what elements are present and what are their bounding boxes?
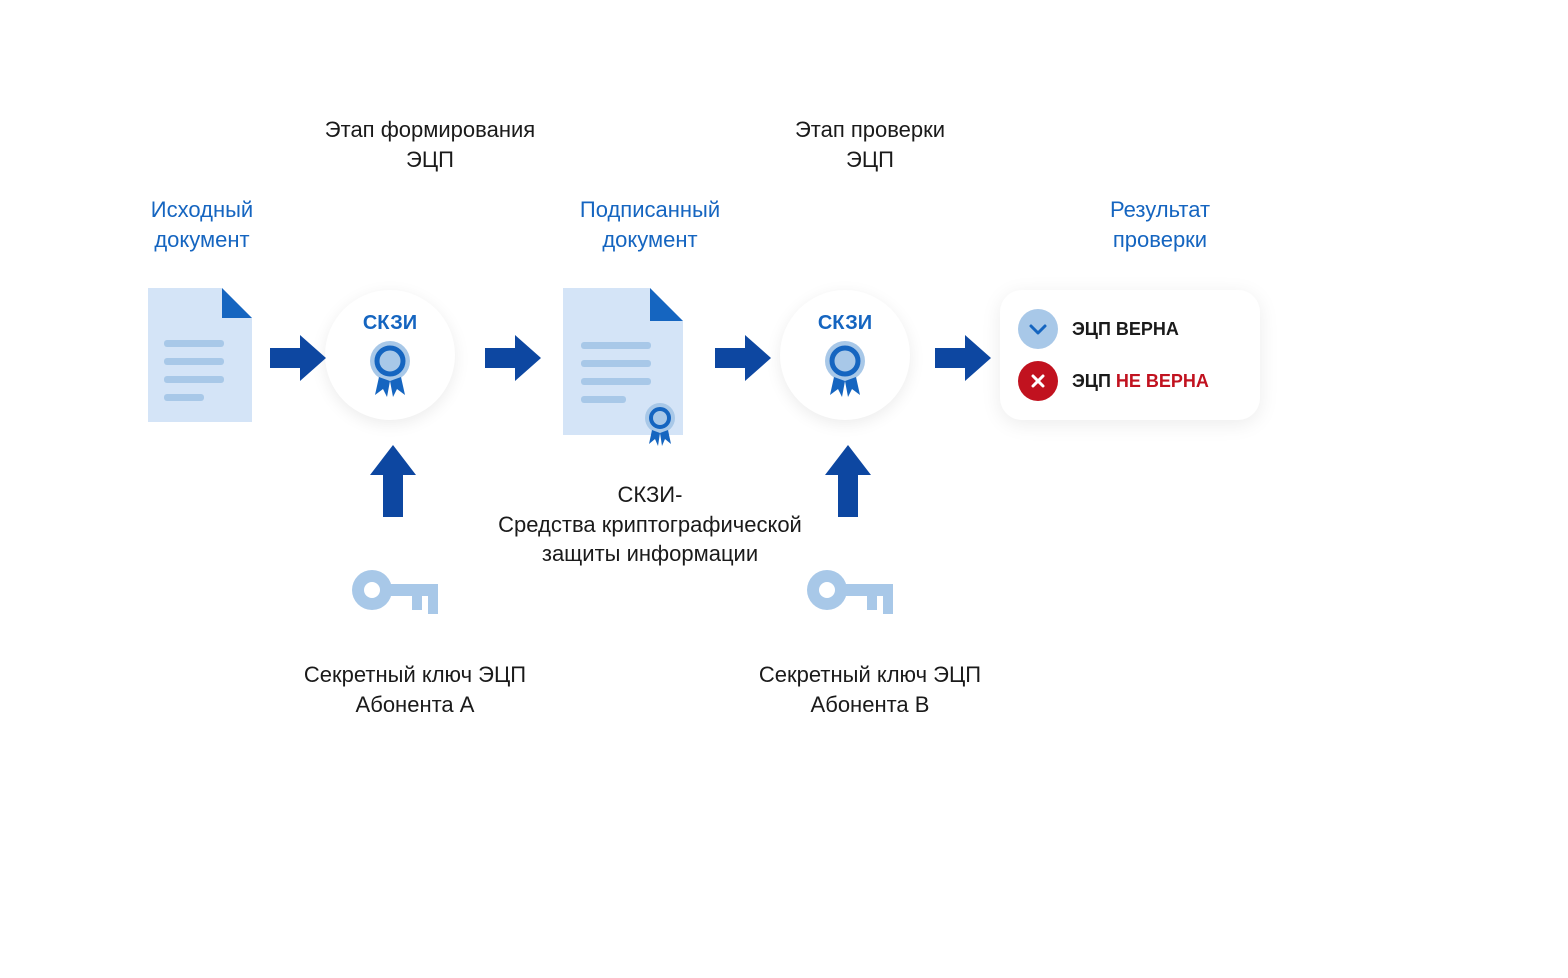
key-a-line1: Секретный ключ ЭЦП — [304, 662, 526, 687]
arrow-up-1 — [370, 445, 416, 522]
result-invalid-prefix: ЭЦП — [1072, 371, 1116, 391]
stage-verification-label: Этап проверки ЭЦП — [730, 115, 1010, 174]
stage-verification-line1: Этап проверки — [795, 117, 945, 142]
source-document-icon — [140, 280, 260, 430]
x-icon — [1018, 361, 1058, 401]
seal-icon — [365, 339, 415, 399]
result-invalid-text: ЭЦП НЕ ВЕРНА — [1072, 371, 1209, 392]
definition-line3: защиты информации — [542, 541, 758, 566]
key-b-line1: Секретный ключ ЭЦП — [759, 662, 981, 687]
skzi-node-1: СКЗИ — [325, 290, 455, 420]
arrow-right-2 — [485, 335, 541, 386]
stage-formation-label: Этап формирования ЭЦП — [290, 115, 570, 174]
result-line1: Результат — [1110, 197, 1210, 222]
definition-line1: СКЗИ- — [618, 482, 683, 507]
signed-doc-line2: документ — [602, 227, 697, 252]
key-b-label: Секретный ключ ЭЦП Абонента В — [730, 660, 1010, 719]
stage-formation-line2: ЭЦП — [406, 147, 454, 172]
result-line2: проверки — [1113, 227, 1207, 252]
signed-doc-line1: Подписанный — [580, 197, 720, 222]
definition-line2: Средства криптографической — [498, 512, 802, 537]
signed-document-icon — [555, 280, 695, 450]
arrow-right-1 — [270, 335, 326, 386]
source-doc-line1: Исходный — [151, 197, 253, 222]
seal-icon — [820, 339, 870, 399]
check-icon — [1018, 309, 1058, 349]
skzi-1-text: СКЗИ — [363, 312, 417, 335]
eds-flowchart-diagram: Этап формирования ЭЦП Этап проверки ЭЦП … — [0, 0, 1568, 978]
signed-doc-label: Подписанный документ — [530, 195, 770, 254]
arrow-right-3 — [715, 335, 771, 386]
key-a-line2: Абонента А — [356, 692, 475, 717]
result-invalid-row: ЭЦП НЕ ВЕРНА — [1018, 361, 1242, 401]
result-valid-text: ЭЦП ВЕРНА — [1072, 319, 1179, 340]
arrow-right-4 — [935, 335, 991, 386]
result-valid-row: ЭЦП ВЕРНА — [1018, 309, 1242, 349]
key-a-label: Секретный ключ ЭЦП Абонента А — [275, 660, 555, 719]
arrow-up-2 — [825, 445, 871, 522]
result-invalid-suffix: НЕ ВЕРНА — [1116, 371, 1209, 391]
key-b-line2: Абонента В — [811, 692, 930, 717]
skzi-definition: СКЗИ- Средства криптографической защиты … — [480, 480, 820, 569]
skzi-2-text: СКЗИ — [818, 312, 872, 335]
result-label: Результат проверки — [1060, 195, 1260, 254]
stage-formation-line1: Этап формирования — [325, 117, 535, 142]
key-icon-a — [350, 560, 440, 620]
skzi-node-2: СКЗИ — [780, 290, 910, 420]
stage-verification-line2: ЭЦП — [846, 147, 894, 172]
source-doc-line2: документ — [154, 227, 249, 252]
source-doc-label: Исходный документ — [112, 195, 292, 254]
result-node: ЭЦП ВЕРНА ЭЦП НЕ ВЕРНА — [1000, 290, 1260, 420]
